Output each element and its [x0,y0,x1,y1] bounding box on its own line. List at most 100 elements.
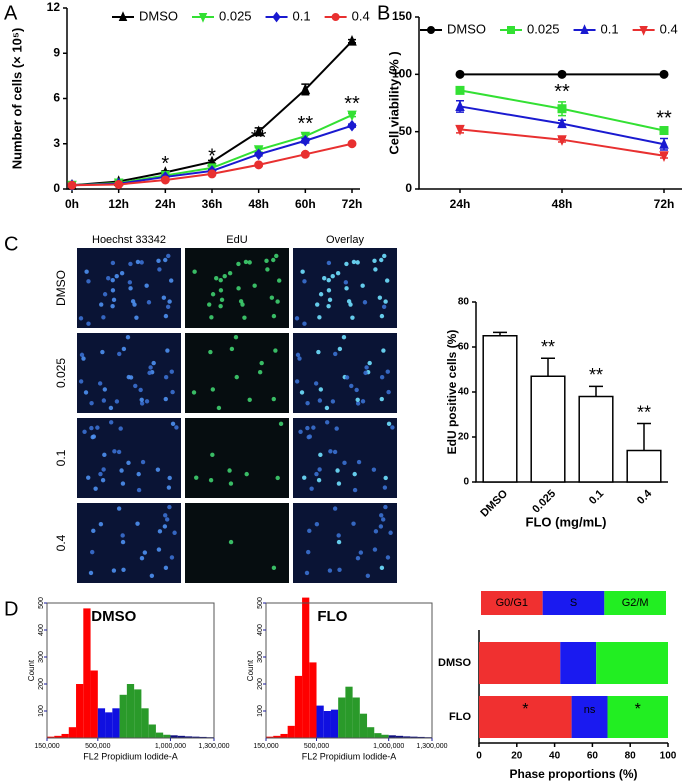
marker [659,126,669,136]
cell-dot [360,399,366,404]
histogram-bar [105,712,113,738]
cell-dot [102,452,107,458]
histogram-bar [338,697,346,738]
panel-label: C [4,233,18,255]
micrograph [293,333,397,413]
cell-dot [332,506,338,511]
y-tick-label: DMSO [438,657,471,669]
y-tick-label: 0 [405,181,412,195]
x-tick-label: 0.1 [587,488,606,507]
cell-dot [367,360,372,366]
y-tick-label: 0 [53,181,60,195]
x-tick-label: 500,000 [304,743,329,750]
histogram-bar [330,709,339,738]
annotation: * [635,701,641,718]
cell-dot [207,302,212,307]
y-tick-label: 40 [458,387,470,398]
marker [557,69,567,79]
cell-dot [151,360,156,366]
cell-dot [216,405,222,411]
cell-dot [101,398,107,403]
x-tick-label: 0h [65,197,79,211]
cell-dot [373,267,378,272]
cell-dot [378,524,384,529]
cell-dot [100,477,106,483]
x-tick-label: 1,300,000 [416,743,447,750]
cell-dot [163,313,169,319]
cell-dot [341,335,347,340]
marker [347,34,357,46]
cell-dot [208,477,214,483]
cell-dot [120,481,126,486]
cell-dot [128,375,134,380]
cell-dot [236,261,241,267]
micrograph [185,418,289,498]
marker [455,85,465,95]
cell-dot [363,370,368,376]
histogram-bar [112,708,120,738]
cell-dot [264,258,269,264]
legend-label: DMSO [139,8,178,23]
cell-dot [172,530,177,535]
y-tick-label: 100 [257,705,264,717]
histogram-bar [352,697,360,738]
y-axis-label: Count [246,659,255,681]
cell-dot [327,297,333,303]
cell-dot [379,257,384,263]
cell-dot [317,315,322,320]
cell-dot [98,521,104,527]
bar [482,335,518,483]
cell-dot [227,271,233,276]
cell-dot [144,283,149,288]
row-label: 0.025 [54,358,68,388]
cell-dot [276,278,282,283]
cell-dot [326,277,331,283]
cell-dot [306,549,311,555]
y-tick-label: FLO [449,711,471,723]
marker [160,175,170,185]
cell-dot [302,321,307,326]
cell-dot [102,387,108,392]
cell-dot [384,278,390,283]
row-label: 0.1 [54,449,68,466]
histogram-bar [141,708,149,738]
x-tick-label: 24h [155,197,176,211]
cell-dot [86,279,91,284]
y-axis-label: Number of cells (× 10⁵) [9,28,24,170]
cell-dot [382,253,387,259]
cell-dot [142,550,148,555]
cell-dot [121,567,126,572]
error-bar [637,422,651,451]
cell-dot [317,467,322,472]
cell-dot [155,467,161,472]
cell-dot [163,375,169,380]
cell-dot [336,533,341,538]
cell-dot [385,555,391,560]
cell-dot [379,565,385,571]
y-tick-label: 6 [53,91,60,105]
histogram-bar [76,684,84,738]
cell-dot [383,504,388,510]
cell-dot [275,475,280,481]
histogram-bar [294,675,303,738]
cell-dot [379,396,384,402]
x-tick-label: 500,000 [85,743,110,750]
cell-dot [372,258,377,264]
cell-dot [139,401,145,406]
y-axis-label: Count [27,659,36,681]
cell-dot [81,356,86,361]
marker [659,69,669,79]
cell-dot [335,468,340,473]
cell-dot [355,401,361,406]
cell-dot [317,398,323,403]
x-tick-label: 1,000,000 [155,743,186,750]
cell-dot [136,487,142,493]
cell-dot [120,539,126,545]
cell-dot [295,352,301,358]
micrograph [77,333,181,413]
cell-dot [381,304,387,310]
cell-dot [112,449,117,454]
legend-label: G0/G1 [496,597,528,609]
legend-marker [272,11,281,23]
cell-dot [355,556,361,561]
